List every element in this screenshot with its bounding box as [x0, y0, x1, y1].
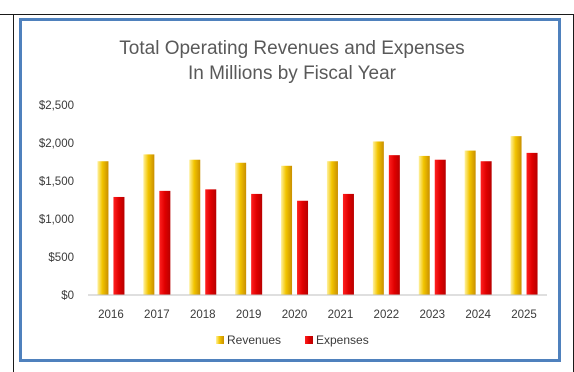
legend-label-expenses: Expenses	[316, 333, 369, 347]
page-border-left	[13, 14, 14, 372]
bar-revenues-2023	[418, 155, 430, 295]
y-tick-label: $1,500	[39, 176, 74, 188]
y-tick-label: $1,000	[39, 214, 74, 226]
bar-revenues-2016	[97, 161, 109, 295]
chart-subtitle: In Millions by Fiscal Year	[188, 63, 397, 84]
bar-expenses-2023	[434, 159, 446, 295]
bar-revenues-2019	[235, 162, 247, 295]
y-tick-label: $2,500	[39, 100, 74, 112]
bar-expenses-2024	[480, 161, 492, 295]
legend-label-revenues: Revenues	[227, 333, 281, 347]
x-tick-label: 2019	[236, 309, 262, 321]
x-tick-label: 2023	[419, 309, 445, 321]
legend: Revenues Expenses	[216, 333, 369, 347]
bar-expenses-2016	[113, 196, 125, 295]
bar-revenues-2025	[510, 136, 522, 295]
chart-title: Total Operating Revenues and Expenses	[119, 38, 464, 59]
x-axis: 2016 2017 2018 2019 2020 2021 2022 2023 2024 2025	[98, 309, 537, 321]
bar-revenues-2024	[464, 150, 476, 295]
x-tick-label: 2017	[144, 309, 170, 321]
x-tick-label: 2021	[328, 309, 354, 321]
y-tick-label: $2,000	[39, 138, 74, 150]
bars	[97, 136, 538, 295]
bar-expenses-2021	[342, 193, 354, 295]
bar-expenses-2020	[297, 200, 309, 295]
page-border-top	[0, 14, 574, 15]
bar-revenues-2021	[326, 161, 338, 295]
legend-swatch-revenues	[216, 336, 224, 344]
bar-expenses-2022	[388, 155, 400, 295]
bar-revenues-2018	[189, 159, 201, 295]
bar-revenues-2020	[281, 165, 293, 295]
bar-expenses-2019	[251, 193, 263, 295]
x-tick-label: 2025	[511, 309, 537, 321]
bar-revenues-2022	[372, 141, 384, 295]
bar-expenses-2025	[526, 152, 538, 295]
bar-expenses-2018	[205, 189, 217, 295]
y-tick-label: $0	[61, 290, 74, 302]
y-tick-label: $500	[48, 252, 74, 264]
x-tick-label: 2024	[465, 309, 491, 321]
x-tick-label: 2022	[374, 309, 400, 321]
bar-revenues-2017	[143, 154, 155, 295]
legend-swatch-expenses	[305, 336, 313, 344]
bar-expenses-2017	[159, 190, 171, 295]
x-tick-label: 2016	[98, 309, 124, 321]
x-tick-label: 2020	[282, 309, 308, 321]
y-axis: $0 $500 $1,000 $1,500 $2,000 $2,500	[39, 100, 74, 302]
x-tick-label: 2018	[190, 309, 216, 321]
